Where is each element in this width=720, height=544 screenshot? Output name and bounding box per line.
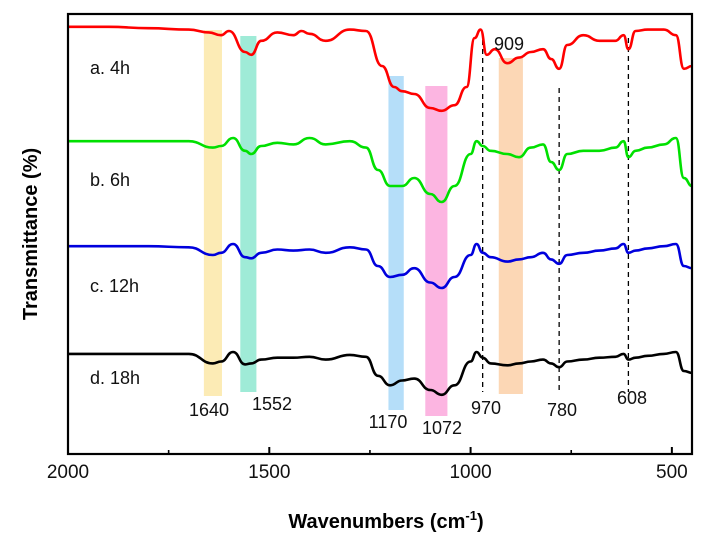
band-909 <box>498 58 523 394</box>
line-label-970: 970 <box>471 398 501 418</box>
line-label-780: 780 <box>547 400 577 420</box>
band-label-1640: 1640 <box>189 400 229 420</box>
band-label-909: 909 <box>494 34 524 54</box>
x-tick-label: 1000 <box>449 462 491 483</box>
series-line-4 <box>68 350 693 397</box>
spectra-series <box>67 25 693 397</box>
x-axis-ticks: 2000 1500 1000 500 <box>47 447 688 483</box>
series-labels: a. 4h b. 6h c. 12h d. 18h <box>90 58 140 388</box>
y-axis-title: Transmittance (%) <box>20 148 42 320</box>
band-1552 <box>240 36 257 392</box>
band-1640 <box>203 30 222 396</box>
series-label-3: c. 12h <box>90 276 139 296</box>
line-label-608: 608 <box>617 388 647 408</box>
series-label-2: b. 6h <box>90 170 130 190</box>
band-label-1170: 1170 <box>369 412 408 432</box>
band-labels: 1640 1552 1170 1072 909 970 780 608 <box>189 34 647 438</box>
highlight-bands <box>203 30 523 416</box>
series-line-1 <box>67 25 693 113</box>
dashed-reference-lines <box>482 38 630 392</box>
plot-frame <box>66 12 694 456</box>
series-label-4: d. 18h <box>90 368 140 388</box>
x-tick-label: 500 <box>656 462 688 483</box>
series-line-2 <box>68 136 693 204</box>
x-axis-title: Wavenumbers (cm-1) <box>288 508 483 533</box>
band-1170 <box>388 76 404 410</box>
series-line-3 <box>68 242 693 290</box>
x-tick-label: 2000 <box>47 462 89 483</box>
x-tick-label: 1500 <box>248 462 290 483</box>
band-1072 <box>425 86 448 416</box>
band-label-1072: 1072 <box>422 418 462 438</box>
series-label-1: a. 4h <box>90 58 130 78</box>
band-label-1552: 1552 <box>252 394 292 414</box>
